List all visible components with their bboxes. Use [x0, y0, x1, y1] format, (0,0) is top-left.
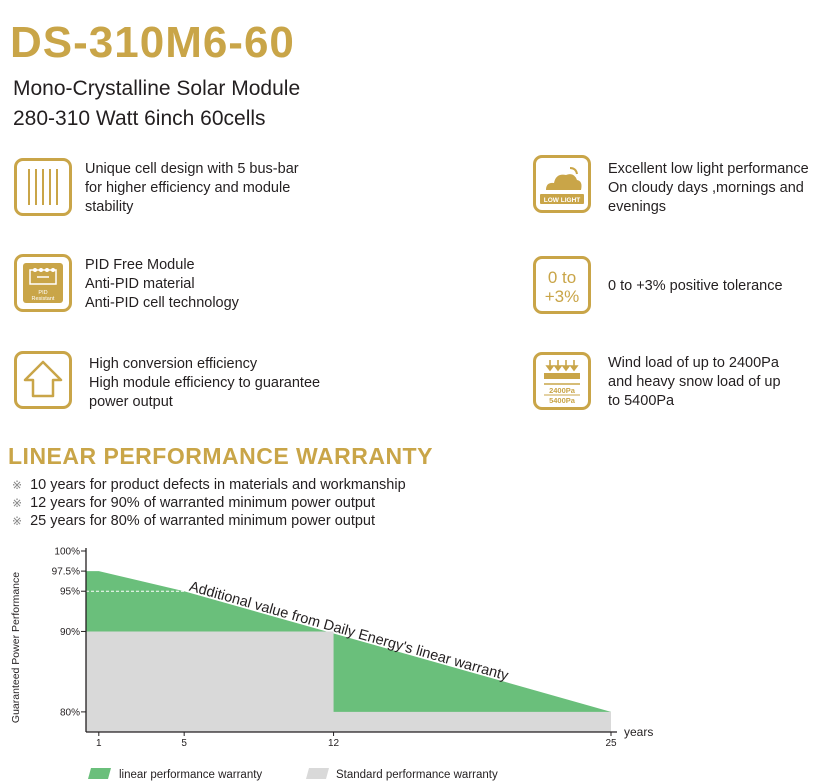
bullet-mark: ※	[12, 478, 23, 492]
product-subtitle: Mono-Crystalline Solar Module	[13, 77, 301, 100]
x-tick-label: 12	[328, 738, 340, 749]
feature-line: Wind load of up to 2400Pa	[608, 355, 779, 371]
feature-line: and heavy snow load of up	[608, 374, 781, 390]
y-tick-label: 80%	[60, 707, 80, 718]
warranty-item-text: 10 years for product defects in material…	[30, 477, 406, 493]
feature-tolerance: 0 to +3% positive tolerance	[608, 277, 783, 296]
bus-bar-icon	[14, 158, 72, 216]
feature-load: Wind load of up to 2400Pa and heavy snow…	[608, 354, 781, 411]
svg-text:PID: PID	[38, 290, 47, 296]
load-label-wind: 2400Pa	[549, 386, 576, 395]
warranty-item: ※ 12 years for 90% of warranted minimum p…	[12, 495, 375, 511]
feature-bus-bar: Unique cell design with 5 bus-bar for hi…	[85, 160, 299, 217]
feature-line: Anti-PID material	[85, 276, 195, 292]
x-tick-label: 25	[605, 738, 617, 749]
load-label-snow: 5400Pa	[549, 396, 576, 405]
low-light-label: LOW LIGHT	[544, 197, 580, 204]
feature-line: for higher efficiency and module	[85, 180, 291, 196]
feature-low-light: Excellent low light performance On cloud…	[608, 160, 809, 217]
feature-line: High conversion efficiency	[89, 356, 258, 372]
x-axis-label: years	[624, 725, 653, 739]
feature-line: On cloudy days ,mornings and	[608, 180, 804, 196]
warranty-item-text: 25 years for 80% of warranted minimum po…	[30, 513, 376, 529]
y-axis-label: Guaranteed Power Performance	[10, 572, 22, 723]
low-light-icon: LOW LIGHT	[533, 155, 591, 213]
y-tick-label: 90%	[60, 627, 80, 638]
feature-pid-free: PID Free Module Anti-PID material Anti-P…	[85, 256, 239, 313]
warranty-item: ※ 10 years for product defects in materia…	[12, 477, 406, 493]
warranty-item-text: 12 years for 90% of warranted minimum po…	[30, 495, 376, 511]
load-icon: 2400Pa 5400Pa	[533, 352, 591, 410]
x-tick-label: 1	[96, 738, 102, 749]
legend-label-standard: Standard performance warranty	[336, 769, 498, 781]
y-tick-label: 95%	[60, 587, 80, 598]
bullet-mark: ※	[12, 514, 23, 528]
tolerance-label-bottom: +3%	[545, 287, 580, 306]
y-tick-label: 97.5%	[52, 567, 80, 578]
feature-line: evenings	[608, 199, 667, 215]
feature-line: 0 to +3% positive tolerance	[608, 278, 783, 294]
tolerance-label-top: 0 to	[548, 268, 576, 287]
bullet-mark: ※	[12, 496, 23, 510]
warranty-item: ※ 25 years for 80% of warranted minimum p…	[12, 513, 375, 529]
legend-swatch-linear	[88, 768, 111, 779]
model-title: DS-310M6-60	[10, 18, 295, 67]
svg-text:Resistant: Resistant	[32, 296, 55, 302]
y-tick-label: 100%	[54, 547, 80, 558]
feature-line: to 5400Pa	[608, 393, 675, 409]
feature-line: power output	[89, 394, 173, 410]
feature-line: stability	[85, 199, 134, 215]
feature-efficiency: High conversion efficiency High module e…	[89, 355, 320, 412]
pid-resistant-icon: PID Resistant	[14, 254, 72, 312]
product-spec: 280-310 Watt 6inch 60cells	[13, 107, 266, 130]
feature-line: PID Free Module	[85, 257, 195, 273]
tolerance-icon: 0 to +3%	[533, 256, 591, 314]
legend-label-linear: linear performance warranty	[119, 769, 262, 781]
feature-line: Anti-PID cell technology	[85, 295, 239, 311]
standard-warranty-area	[86, 631, 611, 732]
legend-swatch-standard	[306, 768, 329, 779]
feature-line: Excellent low light performance	[608, 161, 809, 177]
warranty-title: LINEAR PERFORMANCE WARRANTY	[8, 443, 433, 469]
house-icon	[14, 351, 72, 409]
feature-line: Unique cell design with 5 bus-bar	[85, 161, 299, 177]
feature-line: High module efficiency to guarantee	[89, 375, 321, 391]
x-tick-label: 5	[181, 738, 187, 749]
